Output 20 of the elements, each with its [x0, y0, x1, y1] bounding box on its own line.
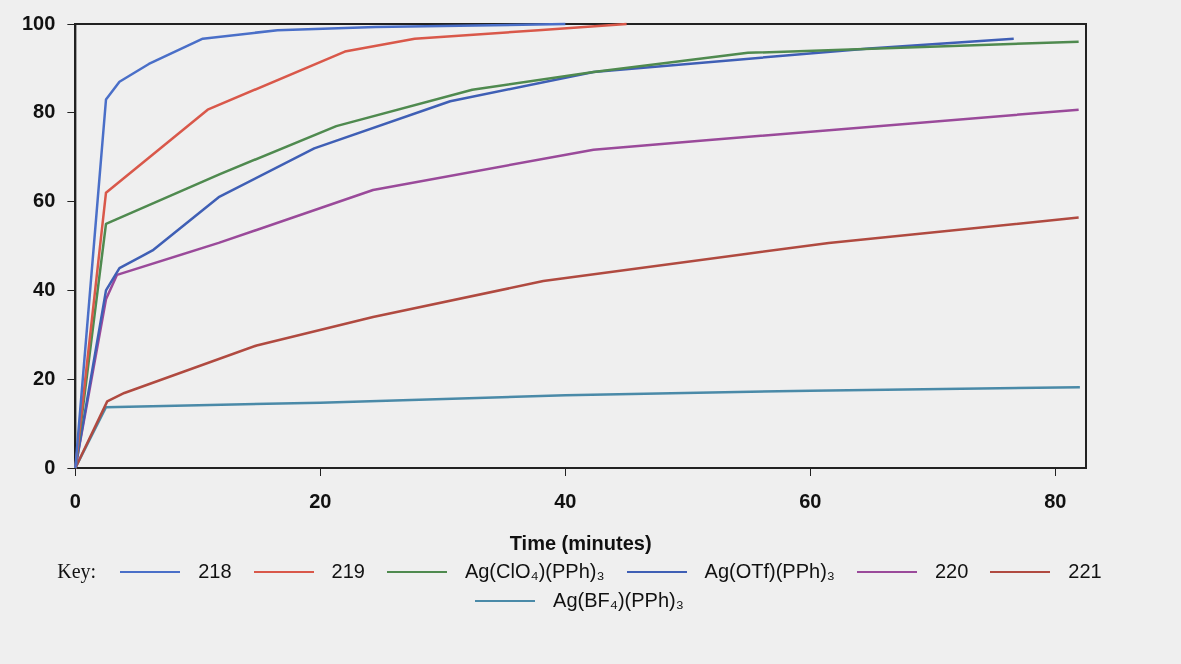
x-axis-title: Time (minutes): [509, 531, 652, 554]
legend-label: 221: [1068, 560, 1102, 583]
y-tick-label: 80: [33, 100, 56, 123]
x-tick-label: 20: [309, 489, 332, 512]
legend-label: 218: [198, 560, 232, 583]
y-tick-label: 0: [44, 455, 56, 478]
legend-label: Ag(BF₄)(PPh)₃: [553, 589, 684, 612]
legend-label: Ag(ClO₄)(PPh)₃: [464, 560, 605, 583]
legend-label: Ag(OTf)(PPh)₃: [704, 560, 835, 583]
x-tick-label: 40: [554, 489, 577, 512]
legend-label: 220: [934, 560, 969, 583]
x-tick-label: 60: [799, 489, 822, 512]
legend-title: Key:: [57, 560, 97, 583]
x-tick-label: 0: [69, 489, 81, 512]
x-tick-label: 80: [1044, 489, 1067, 512]
y-tick-label: 20: [33, 366, 56, 389]
y-tick-label: 100: [21, 11, 56, 34]
legend-label: 219: [331, 560, 365, 583]
y-tick-label: 60: [33, 189, 56, 212]
y-tick-label: 40: [33, 277, 56, 300]
